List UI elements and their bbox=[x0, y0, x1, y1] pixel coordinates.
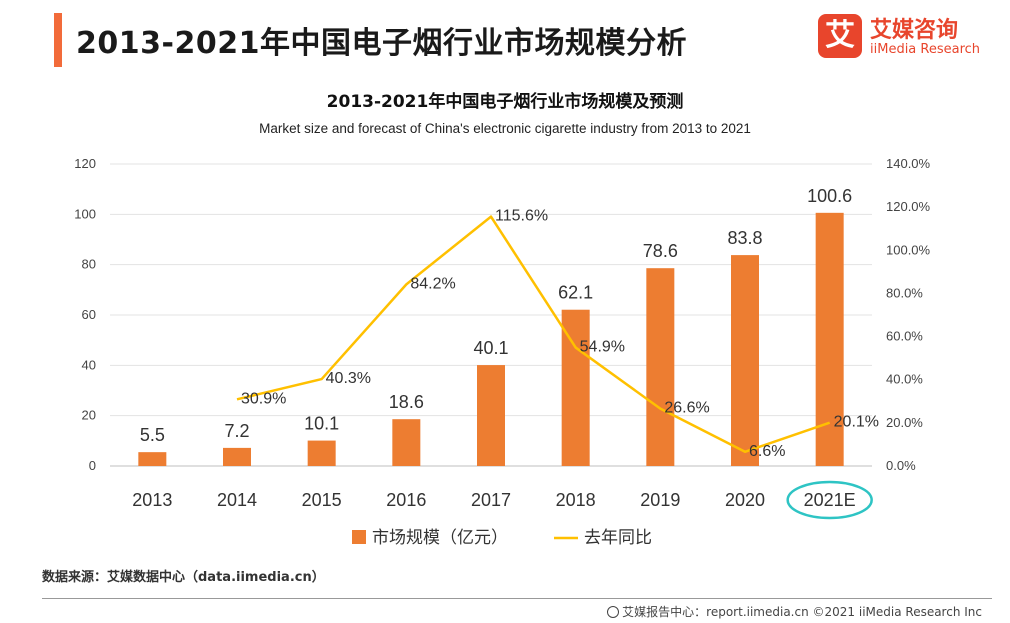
line-value-label: 6.6% bbox=[749, 443, 785, 460]
logo-mark: 艾 bbox=[818, 14, 862, 58]
x-tick-label: 2020 bbox=[725, 490, 765, 510]
bar bbox=[477, 365, 505, 466]
title-accent-bar bbox=[54, 13, 62, 67]
bar bbox=[138, 452, 167, 466]
y2-tick-label: 20.0% bbox=[886, 415, 923, 430]
bar-value-label: 78.6 bbox=[643, 241, 678, 261]
line-value-label: 54.9% bbox=[580, 339, 625, 356]
iimedia-logo: 艾 艾媒咨询 iiMedia Research bbox=[818, 12, 981, 62]
y-tick-label: 100 bbox=[74, 206, 96, 221]
footer-divider bbox=[42, 598, 992, 599]
y-tick-label: 60 bbox=[82, 307, 96, 322]
bar-value-label: 100.6 bbox=[807, 186, 852, 206]
bar-value-label: 40.1 bbox=[473, 338, 508, 358]
bar bbox=[731, 255, 759, 466]
bar-value-label: 83.8 bbox=[727, 228, 762, 248]
y-tick-label: 0 bbox=[89, 458, 96, 473]
bar-value-label: 10.1 bbox=[304, 414, 339, 434]
x-tick-label: 2016 bbox=[386, 490, 426, 510]
x-tick-label: 2018 bbox=[556, 490, 596, 510]
line-value-label: 115.6% bbox=[495, 208, 548, 225]
forecast-highlight-ellipse bbox=[786, 480, 873, 520]
bar-value-label: 5.5 bbox=[140, 425, 165, 445]
bar-value-label: 62.1 bbox=[558, 283, 593, 303]
line-value-label: 20.1% bbox=[834, 414, 879, 431]
bar bbox=[646, 268, 675, 466]
x-tick-label: 2019 bbox=[640, 490, 680, 510]
footer-credit-text: 艾媒报告中心：report.iimedia.cn ©2021 iiMedia R… bbox=[622, 605, 982, 619]
chart-title: 2013-2021年中国电子烟行业市场规模及预测 bbox=[326, 92, 684, 112]
y-tick-label: 120 bbox=[74, 156, 96, 171]
y2-tick-label: 60.0% bbox=[886, 329, 923, 344]
y2-tick-label: 40.0% bbox=[886, 372, 923, 387]
y2-tick-label: 80.0% bbox=[886, 285, 923, 300]
data-source: 数据来源：艾媒数据中心（data.iimedia.cn） bbox=[42, 570, 325, 585]
y-tick-label: 80 bbox=[82, 257, 96, 272]
y2-tick-label: 120.0% bbox=[886, 199, 931, 214]
legend-line-label: 去年同比 bbox=[584, 528, 652, 548]
y2-tick-label: 100.0% bbox=[886, 242, 931, 257]
x-tick-label: 2014 bbox=[217, 490, 257, 510]
logo-cn-text: 艾媒咨询 bbox=[870, 18, 959, 43]
bar-value-label: 18.6 bbox=[389, 392, 424, 412]
x-tick-label: 2017 bbox=[471, 490, 511, 510]
y2-tick-label: 0.0% bbox=[886, 458, 916, 473]
globe-icon bbox=[607, 606, 620, 618]
bar bbox=[223, 447, 251, 466]
y2-tick-label: 140.0% bbox=[886, 156, 931, 171]
yoy-line bbox=[236, 215, 831, 454]
line-value-label: 26.6% bbox=[664, 400, 709, 417]
x-tick-label: 2013 bbox=[132, 490, 172, 510]
bar bbox=[392, 419, 421, 466]
bar bbox=[561, 309, 590, 466]
line-value-label: 30.9% bbox=[241, 390, 286, 407]
line-value-label: 84.2% bbox=[410, 275, 455, 292]
y-tick-label: 20 bbox=[82, 408, 96, 423]
line-value-label: 40.3% bbox=[326, 370, 371, 387]
page-title: 2013-2021年中国电子烟行业市场规模分析 bbox=[76, 26, 687, 61]
legend-bar-swatch bbox=[352, 530, 366, 544]
legend-bar-label: 市场规模（亿元） bbox=[372, 528, 508, 548]
y-tick-label: 40 bbox=[82, 357, 96, 372]
logo-en-text: iiMedia Research bbox=[870, 42, 981, 57]
footer-credit: 艾媒报告中心：report.iimedia.cn ©2021 iiMedia R… bbox=[607, 603, 982, 620]
x-tick-label: 2015 bbox=[302, 490, 342, 510]
bar-value-label: 7.2 bbox=[224, 421, 249, 441]
x-tick-label: 2021E bbox=[804, 490, 856, 510]
bar bbox=[307, 440, 336, 466]
chart-subtitle: Market size and forecast of China's elec… bbox=[259, 121, 751, 136]
